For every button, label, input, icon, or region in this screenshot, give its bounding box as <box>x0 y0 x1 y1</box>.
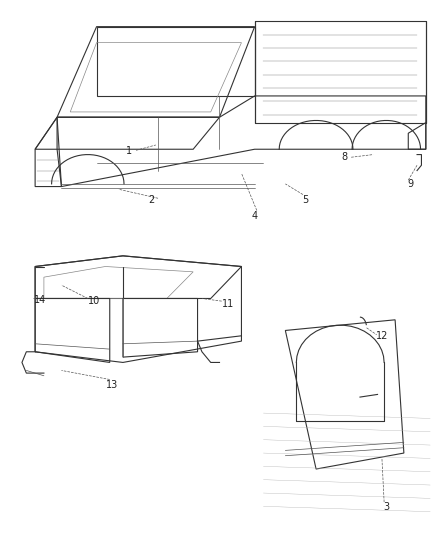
Text: 2: 2 <box>148 195 154 205</box>
Text: 5: 5 <box>301 195 307 205</box>
Text: 13: 13 <box>106 380 118 390</box>
Text: 9: 9 <box>406 179 413 189</box>
Text: 12: 12 <box>375 331 387 341</box>
Text: 1: 1 <box>126 146 132 156</box>
Text: 8: 8 <box>341 152 347 162</box>
Text: 10: 10 <box>88 296 100 306</box>
Text: 14: 14 <box>34 295 46 305</box>
Text: 11: 11 <box>222 299 234 309</box>
Text: 3: 3 <box>382 503 389 512</box>
Text: 4: 4 <box>251 211 257 221</box>
